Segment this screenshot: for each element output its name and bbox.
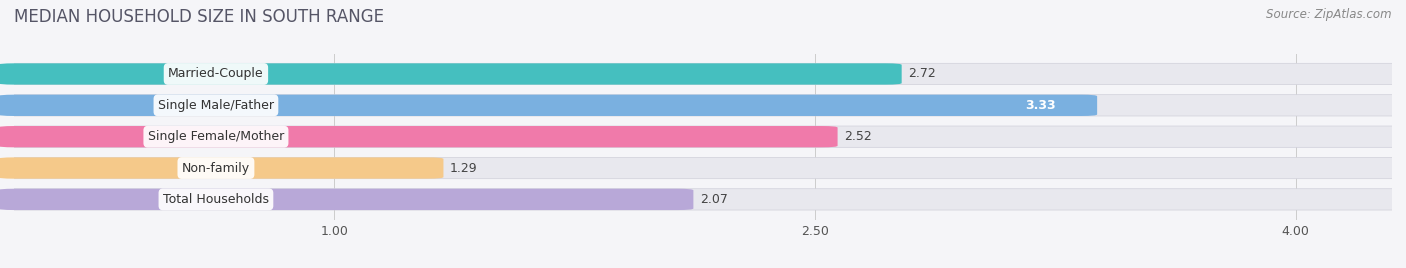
FancyBboxPatch shape (0, 95, 1097, 116)
FancyBboxPatch shape (0, 157, 1406, 179)
Text: 2.72: 2.72 (908, 68, 936, 80)
FancyBboxPatch shape (0, 189, 693, 210)
FancyBboxPatch shape (0, 157, 443, 179)
Text: Single Male/Father: Single Male/Father (157, 99, 274, 112)
Text: Total Households: Total Households (163, 193, 269, 206)
FancyBboxPatch shape (0, 63, 901, 85)
Text: Married-Couple: Married-Couple (169, 68, 264, 80)
Text: 2.52: 2.52 (844, 130, 872, 143)
Text: Source: ZipAtlas.com: Source: ZipAtlas.com (1267, 8, 1392, 21)
Text: MEDIAN HOUSEHOLD SIZE IN SOUTH RANGE: MEDIAN HOUSEHOLD SIZE IN SOUTH RANGE (14, 8, 384, 26)
FancyBboxPatch shape (0, 95, 1406, 116)
Text: 2.07: 2.07 (700, 193, 728, 206)
Text: 3.33: 3.33 (1025, 99, 1056, 112)
Text: 1.29: 1.29 (450, 162, 478, 174)
FancyBboxPatch shape (0, 126, 838, 147)
FancyBboxPatch shape (0, 126, 1406, 147)
Text: Single Female/Mother: Single Female/Mother (148, 130, 284, 143)
Text: Non-family: Non-family (181, 162, 250, 174)
FancyBboxPatch shape (0, 63, 1406, 85)
FancyBboxPatch shape (0, 189, 1406, 210)
